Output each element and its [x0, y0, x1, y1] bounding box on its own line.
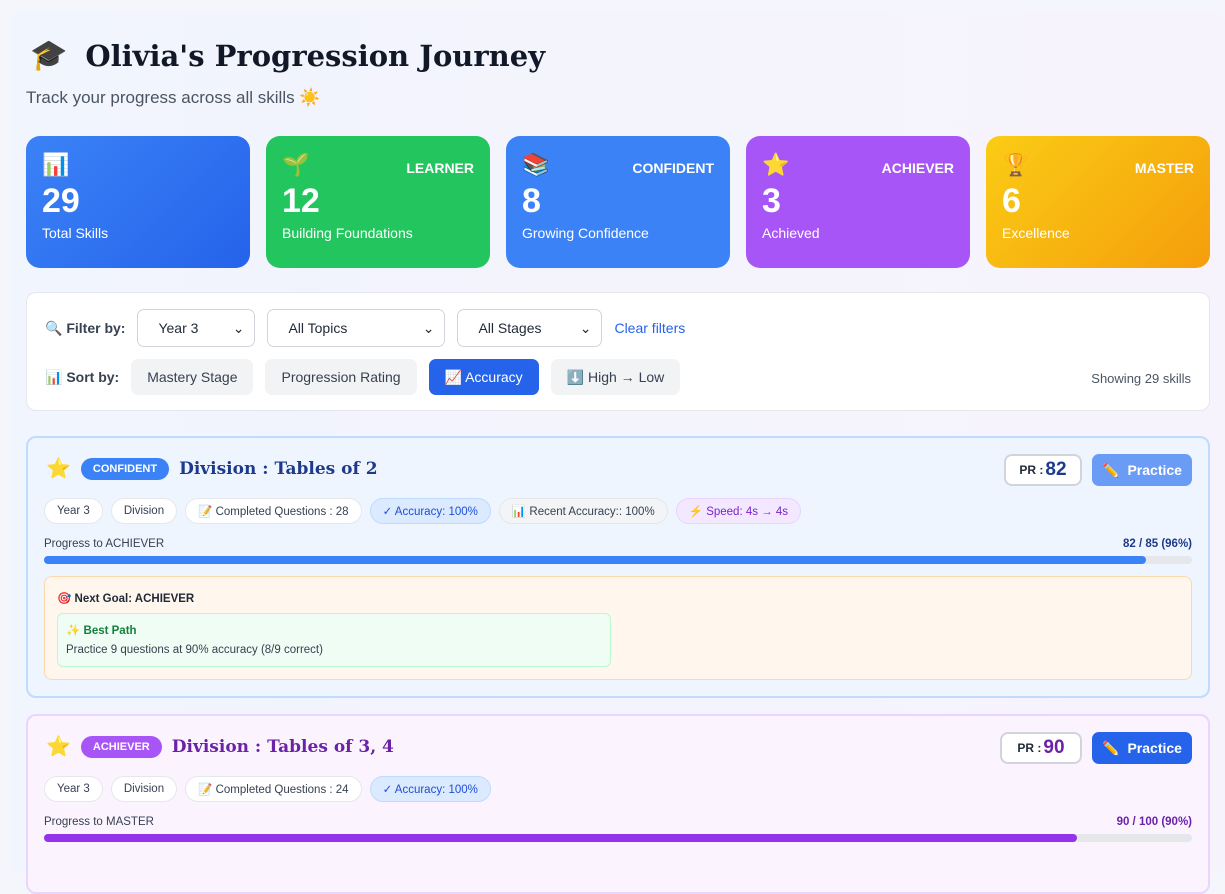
- skill-title: Division : Tables of 3, 4: [171, 736, 394, 757]
- seedling-icon: 🌱: [282, 152, 310, 177]
- chart-icon: 📊: [42, 152, 70, 177]
- progress-fill: [44, 834, 1078, 842]
- magnifier-icon: 🔍: [45, 319, 63, 336]
- stage-select-value: All Stages: [478, 320, 542, 336]
- pencil-icon: ✏️: [1102, 461, 1120, 478]
- progress-label: Progress to MASTER: [44, 816, 154, 828]
- next-goal-panel: 🎯 Next Goal: ACHIEVER ✨ Best Path Practic…: [44, 576, 1192, 680]
- year-select[interactable]: Year 3 ⌄: [137, 309, 256, 347]
- completed-questions-chip: 📝 Completed Questions : 28: [185, 498, 362, 524]
- next-goal-title: 🎯 Next Goal: ACHIEVER: [57, 593, 195, 605]
- practice-button[interactable]: ✏️ Practice: [1092, 454, 1192, 486]
- chevron-down-icon: ⌄: [232, 319, 245, 336]
- stage-select[interactable]: All Stages ⌄: [457, 309, 603, 347]
- stat-tag: MASTER: [1134, 160, 1194, 176]
- books-icon: 📚: [522, 152, 550, 177]
- progress-label: Progress to ACHIEVER: [44, 538, 165, 550]
- clear-filters-link[interactable]: Clear filters: [614, 320, 686, 336]
- stat-value: 8: [522, 182, 541, 220]
- sort-mastery-stage-button[interactable]: Mastery Stage: [131, 359, 254, 395]
- pr-badge: PR :90: [1000, 732, 1082, 764]
- stat-value: 3: [762, 182, 781, 220]
- topic-select-value: All Topics: [288, 320, 348, 336]
- year-chip: Year 3: [44, 498, 103, 524]
- pr-label: PR :: [1017, 741, 1042, 755]
- stage-badge: CONFIDENT: [80, 457, 170, 480]
- pr-badge: PR :82: [1004, 454, 1082, 486]
- accuracy-chip: ✓ Accuracy: 100%: [369, 776, 491, 802]
- stat-value: 6: [1002, 182, 1021, 220]
- filter-label-text: Filter by:: [66, 319, 126, 336]
- best-path-box: ✨ Best Path Practice 9 questions at 90% a…: [57, 613, 611, 667]
- stat-tag: CONFIDENT: [632, 160, 714, 176]
- skill-title: Division : Tables of 2: [179, 458, 378, 479]
- stage-badge: ACHIEVER: [80, 735, 162, 758]
- sort-direction-button[interactable]: ⬇️ High → Low: [550, 359, 681, 395]
- page-title: Olivia's Progression Journey: [85, 38, 546, 73]
- trophy-icon: 🏆: [1002, 152, 1030, 177]
- sort-accuracy-button[interactable]: 📈 Accuracy: [428, 359, 539, 395]
- stats-row: 📊 29 Total Skills 🌱 LEARNER 12 Building Found…: [26, 136, 1210, 268]
- topic-chip: Division: [110, 776, 178, 802]
- stat-label: Total Skills: [42, 225, 109, 241]
- sort-label-text: Sort by:: [66, 368, 120, 385]
- pr-label: PR :: [1019, 463, 1044, 477]
- chart-icon: 📊: [45, 368, 63, 385]
- stat-value: 29: [42, 182, 80, 220]
- star-icon: ⭐: [46, 736, 71, 758]
- filter-panel: 🔍 Filter by: Year 3 ⌄ All Topics ⌄ All Sta…: [26, 292, 1210, 411]
- skill-card: ⭐ ACHIEVER Division : Tables of 3, 4 PR :9…: [26, 714, 1210, 894]
- filter-label: 🔍 Filter by:: [45, 320, 125, 337]
- sort-progression-rating-button[interactable]: Progression Rating: [265, 359, 417, 395]
- star-icon: ⭐: [762, 152, 790, 177]
- stat-card-master: 🏆 MASTER 6 Excellence: [986, 136, 1210, 268]
- year-select-value: Year 3: [158, 320, 199, 336]
- stat-label: Building Foundations: [282, 225, 413, 241]
- showing-count: Showing 29 skills: [1091, 371, 1191, 386]
- speed-chip: ⚡ Speed: 4s → 4s: [675, 498, 802, 524]
- progress-bar: [44, 834, 1192, 842]
- recent-accuracy-chip: 📊 Recent Accuracy:: 100%: [498, 498, 668, 524]
- practice-label: Practice: [1127, 462, 1182, 478]
- year-chip: Year 3: [44, 776, 103, 802]
- chevron-down-icon: ⌄: [422, 319, 435, 336]
- progress-value: 82 / 85 (96%): [1122, 538, 1192, 550]
- progress-bar: [44, 556, 1192, 564]
- stat-label: Achieved: [762, 225, 820, 241]
- stat-label: Growing Confidence: [522, 225, 649, 241]
- stat-tag: ACHIEVER: [881, 160, 954, 176]
- stat-tag: LEARNER: [406, 160, 474, 176]
- sort-label: 📊 Sort by:: [45, 369, 119, 386]
- pr-value: 82: [1045, 459, 1067, 480]
- chevron-down-icon: ⌄: [579, 319, 592, 336]
- practice-label: Practice: [1127, 740, 1182, 756]
- stat-label: Excellence: [1002, 225, 1070, 241]
- stat-card-learner: 🌱 LEARNER 12 Building Foundations: [266, 136, 490, 268]
- topic-chip: Division: [110, 498, 178, 524]
- progress-fill: [44, 556, 1147, 564]
- page-header: 🎓 Olivia's Progression Journey: [30, 38, 545, 73]
- topic-select[interactable]: All Topics ⌄: [267, 309, 446, 347]
- pencil-icon: ✏️: [1102, 739, 1120, 756]
- completed-questions-chip: 📝 Completed Questions : 24: [185, 776, 362, 802]
- star-icon: ⭐: [46, 458, 71, 480]
- progress-value: 90 / 100 (90%): [1116, 816, 1192, 828]
- stat-card-total: 📊 29 Total Skills: [26, 136, 250, 268]
- stat-value: 12: [282, 182, 320, 220]
- stat-card-achiever: ⭐ ACHIEVER 3 Achieved: [746, 136, 970, 268]
- best-path-description: Practice 9 questions at 90% accuracy (8/…: [66, 644, 323, 656]
- graduation-cap-icon: 🎓: [30, 39, 68, 72]
- skill-card: ⭐ CONFIDENT Division : Tables of 2 PR : 82 …: [26, 436, 1210, 698]
- best-path-title: ✨ Best Path: [66, 625, 137, 637]
- page-subtitle: Track your progress across all skills ☀️: [26, 88, 321, 107]
- accuracy-chip: ✓ Accuracy: 100%: [369, 498, 491, 524]
- pr-value: 90: [1043, 737, 1065, 758]
- stat-card-confident: 📚 CONFIDENT 8 Growing Confidence: [506, 136, 730, 268]
- practice-button[interactable]: ✏️ Practice: [1092, 732, 1192, 764]
